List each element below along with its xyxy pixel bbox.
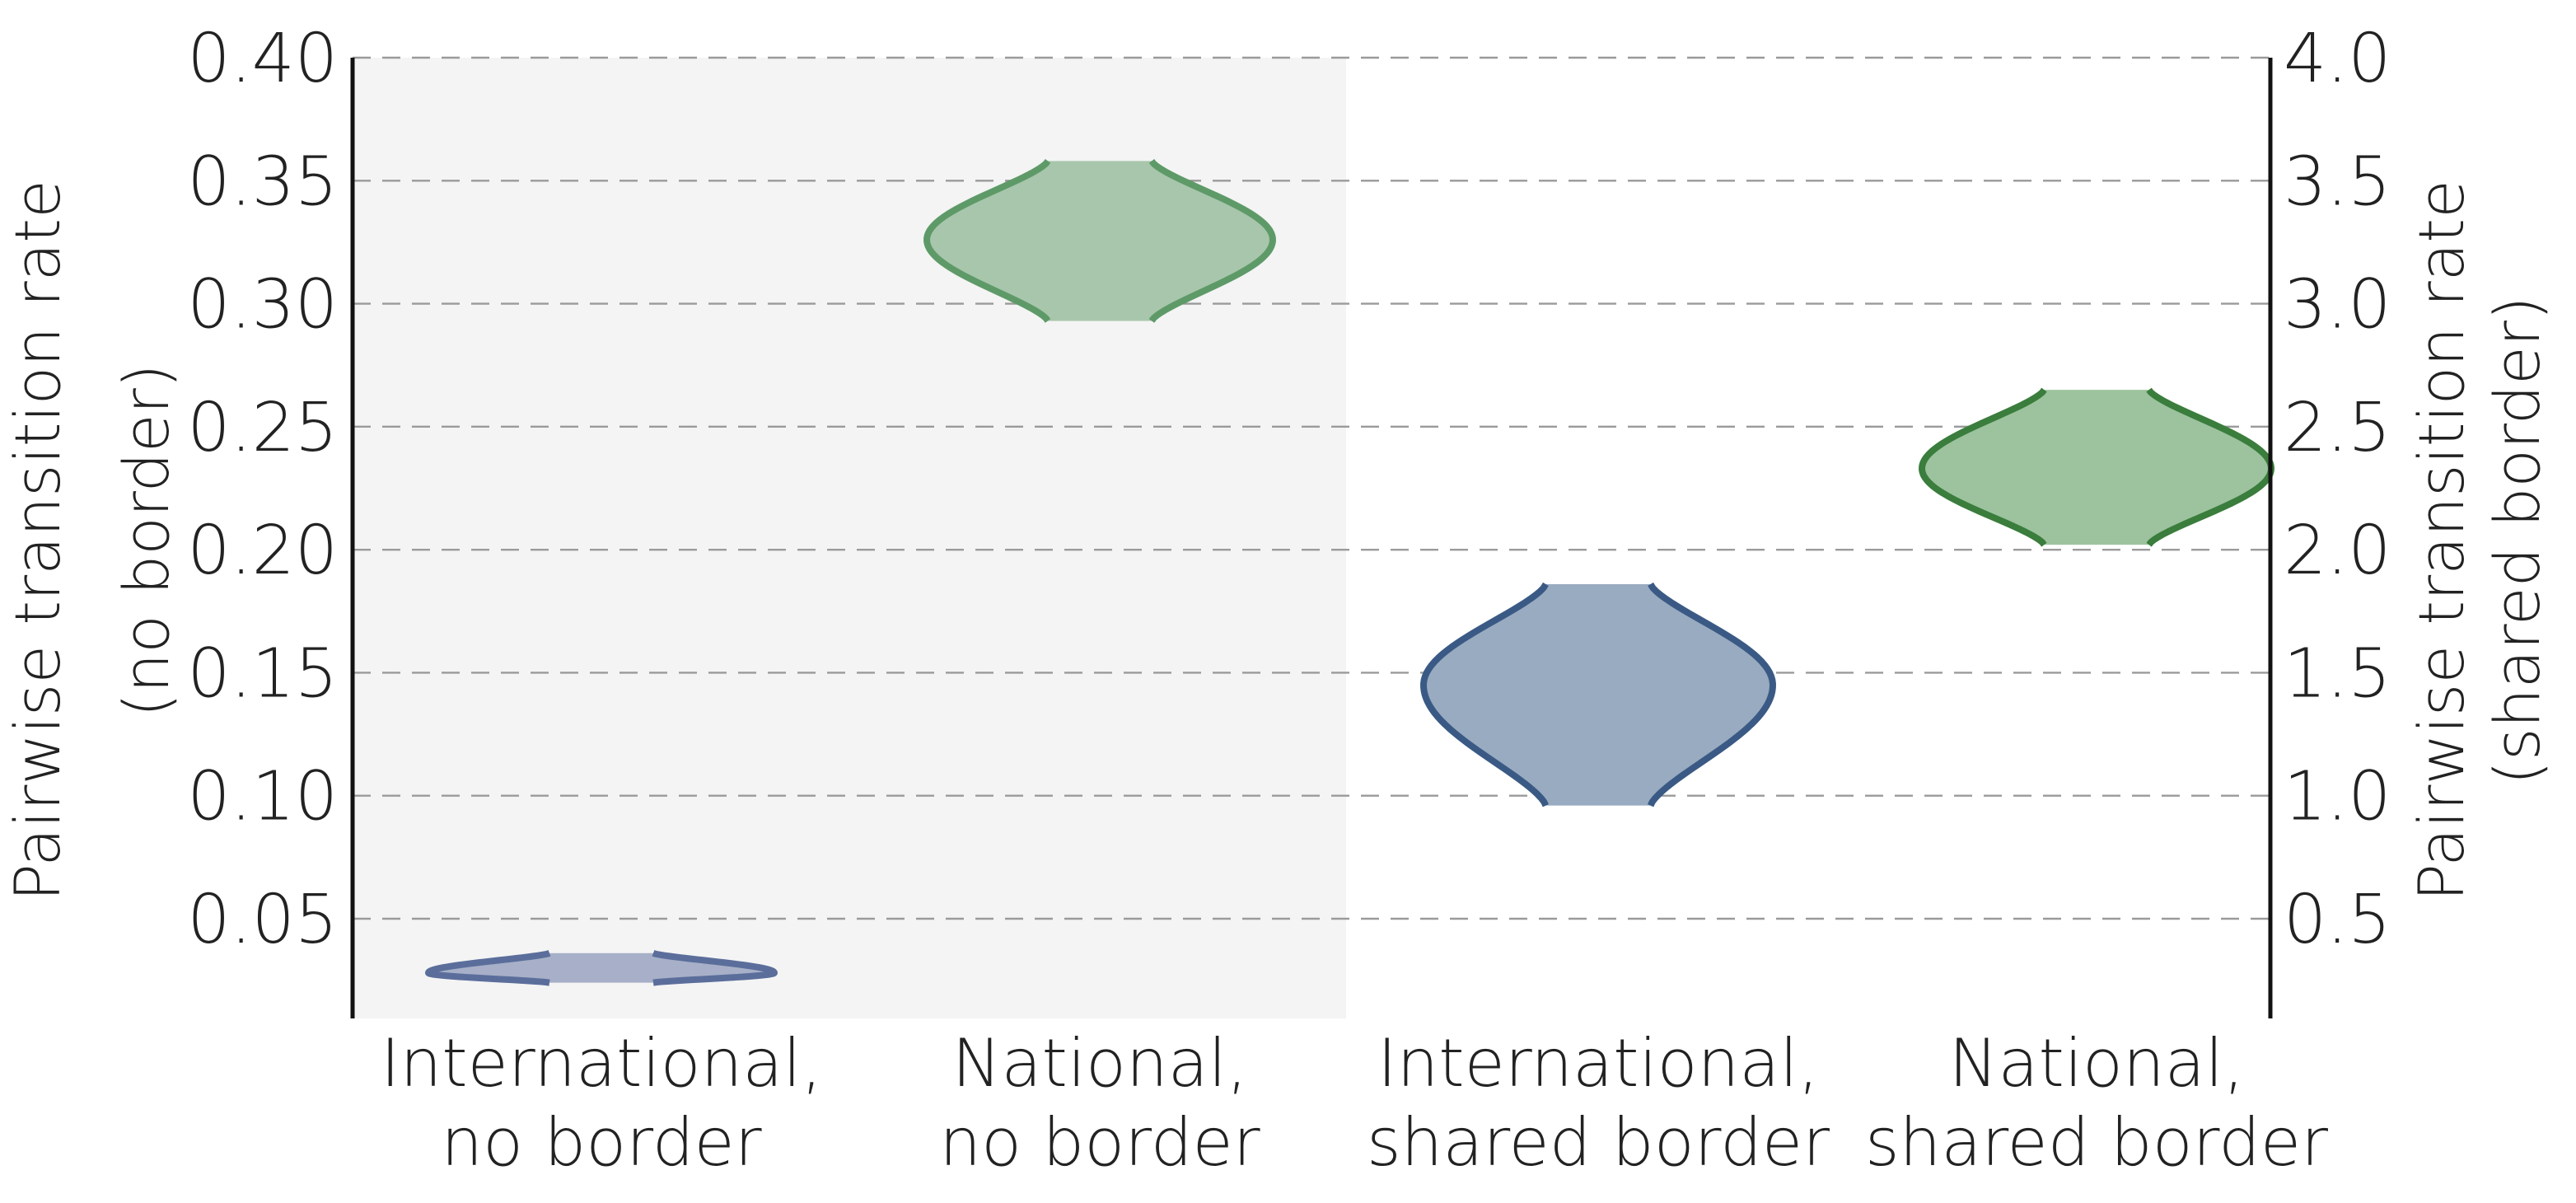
violin-outline-right — [1148, 159, 1276, 323]
left-tick-label: 0.20 — [187, 512, 338, 590]
violin-outline-right — [1647, 582, 1776, 807]
violin-outline-left — [923, 159, 1051, 323]
category-label-line1: National, — [1949, 1025, 2245, 1102]
left-tick-label: 0.30 — [187, 266, 338, 344]
left-tick-label: 0.25 — [187, 389, 338, 467]
violin-fill — [1922, 390, 2271, 545]
category-label-line1: International, — [381, 1025, 822, 1102]
right-tick-label: 2.0 — [2284, 512, 2391, 590]
violins — [425, 159, 2274, 986]
right-tick-label: 0.5 — [2284, 881, 2391, 959]
left-axis-title-line2: (no border) — [110, 363, 183, 717]
category-label-line2: no border — [441, 1104, 761, 1181]
grid-lines — [353, 56, 2270, 920]
category-label-line2: shared border — [1865, 1104, 2328, 1181]
right-tick-labels: 4.0 3.5 3.0 2.5 2.0 1.5 1.0 0.5 — [2284, 20, 2391, 959]
violin-fill — [927, 161, 1273, 321]
violin-outline-left — [1420, 582, 1550, 807]
right-tick-label: 4.0 — [2284, 20, 2391, 98]
category-label-line1: National, — [952, 1025, 1248, 1102]
violin-outline-left — [1919, 387, 2047, 547]
category-label-line1: International, — [1377, 1025, 1819, 1102]
right-tick-label: 2.5 — [2284, 389, 2391, 467]
left-tick-labels: 0.40 0.35 0.30 0.25 0.20 0.15 0.10 0.05 — [187, 20, 338, 959]
category-label-line2: shared border — [1367, 1104, 1830, 1181]
violin-outline-right — [651, 950, 778, 986]
right-axis-title-line2: (shared border) — [2480, 296, 2554, 784]
category-label-line2: no border — [939, 1104, 1260, 1181]
left-axis-title-line1: Pairwise transition rate — [1, 180, 74, 901]
violin-fill — [1424, 583, 1773, 806]
right-tick-label: 1.0 — [2284, 758, 2391, 836]
left-tick-label: 0.15 — [187, 634, 338, 713]
right-tick-label: 3.0 — [2284, 266, 2391, 344]
violin-outline-left — [425, 950, 552, 986]
right-tick-label: 3.5 — [2284, 143, 2391, 221]
left-tick-label: 0.10 — [187, 758, 338, 836]
left-tick-label: 0.05 — [187, 881, 338, 959]
right-tick-label: 1.5 — [2284, 634, 2391, 713]
left-tick-label: 0.35 — [187, 143, 338, 221]
right-axis-title-line1: Pairwise transition rate — [2405, 180, 2478, 901]
left-tick-label: 0.40 — [187, 20, 338, 98]
